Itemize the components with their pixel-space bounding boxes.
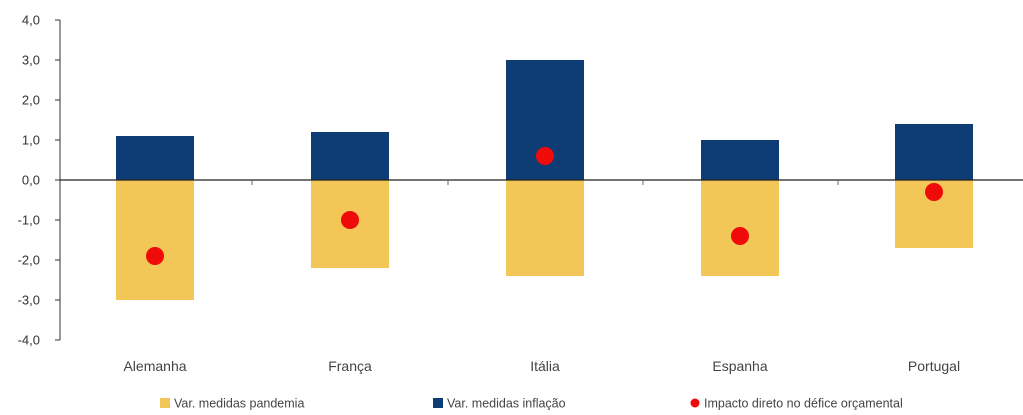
legend-swatch-2 — [690, 398, 700, 408]
point-impacto-portugal — [925, 183, 943, 201]
y-tick-label: -3,0 — [18, 293, 40, 308]
bar-inflacao-alemanha — [116, 136, 194, 180]
bar-inflacao-espanha — [701, 140, 779, 180]
y-tick-label: 1,0 — [22, 133, 40, 148]
point-impacto-alemanha — [146, 247, 164, 265]
legend-swatch-1 — [433, 398, 443, 408]
y-tick-label: -2,0 — [18, 253, 40, 268]
point-impacto-espanha — [731, 227, 749, 245]
legend-swatch-0 — [160, 398, 170, 408]
legend-label-2: Impacto direto no défice orçamental — [704, 397, 903, 411]
axes-layer: 4,0 3,0 2,0 1,0 0,0 -1,0 -2,0 -3,0 -4,0 Alemanha F… — [18, 13, 1023, 374]
x-tick-label-espanha: Espanha — [712, 358, 767, 374]
y-tick-label: 4,0 — [22, 13, 40, 28]
legend: Var. medidas pandemia Var. medidas inflaç… — [160, 397, 903, 411]
legend-label-1: Var. medidas inflação — [447, 397, 566, 411]
bar-inflacao-frança — [311, 132, 389, 180]
y-tick-label: 2,0 — [22, 93, 40, 108]
y-tick-label: -4,0 — [18, 333, 40, 348]
bar-pandemia-itália — [506, 180, 584, 276]
x-tick-label-frança: França — [328, 358, 372, 374]
y-tick-label: 3,0 — [22, 53, 40, 68]
bar-inflacao-portugal — [895, 124, 973, 180]
bar-pandemia-alemanha — [116, 180, 194, 300]
point-impacto-itália — [536, 147, 554, 165]
points-layer — [146, 147, 943, 265]
y-tick-label: -1,0 — [18, 213, 40, 228]
x-tick-label-alemanha: Alemanha — [123, 358, 186, 374]
y-tick-label: 0,0 — [22, 173, 40, 188]
point-impacto-frança — [341, 211, 359, 229]
x-tick-label-itália: Itália — [530, 358, 560, 374]
x-tick-label-portugal: Portugal — [908, 358, 960, 374]
legend-label-0: Var. medidas pandemia — [174, 397, 304, 411]
